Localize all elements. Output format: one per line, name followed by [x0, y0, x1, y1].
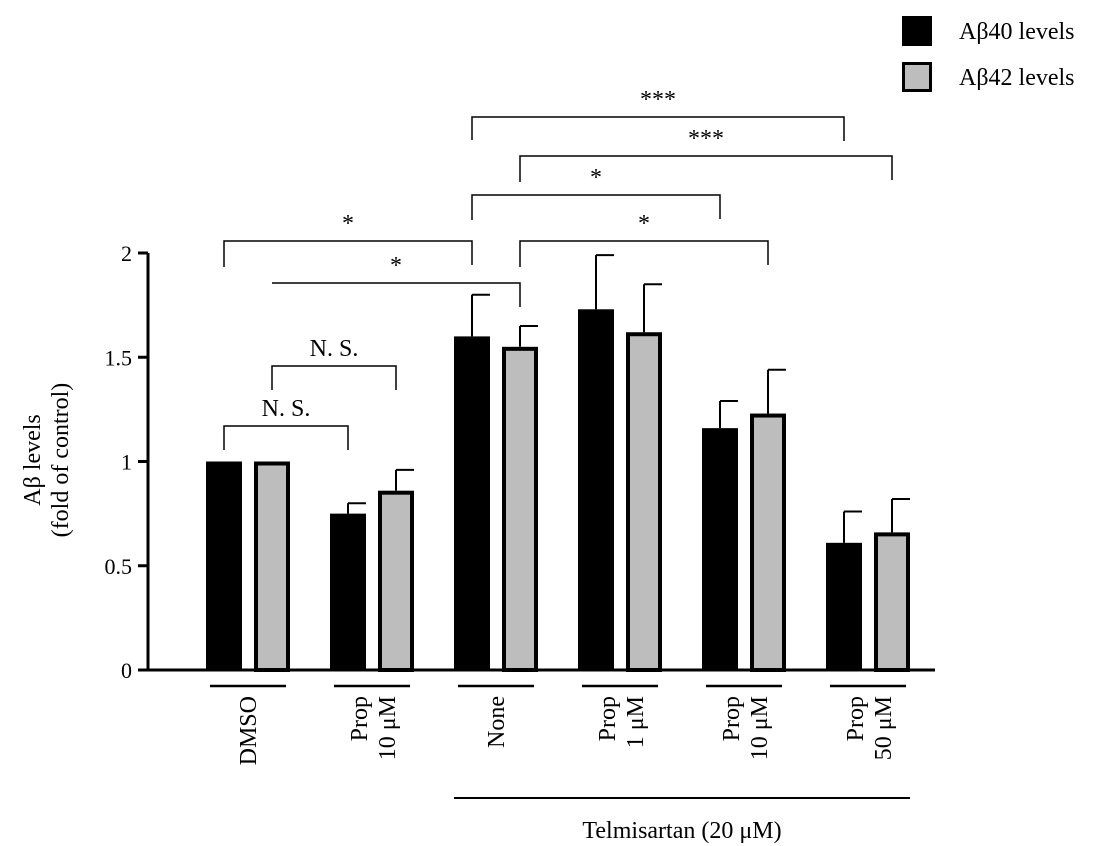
legend-label: Aβ42 levels [959, 65, 1075, 91]
y-axis-title: Aβ levels (fold of control) [20, 383, 74, 538]
category-label: 10 μM [747, 696, 773, 760]
bars [206, 254, 910, 673]
significance-label: * [590, 165, 602, 191]
category-label: Prop [347, 696, 373, 741]
bar-abeta42 [378, 490, 414, 672]
legend: Aβ40 levels Aβ42 levels [902, 16, 1075, 92]
significance-label: *** [640, 87, 676, 113]
y-axis: 0 0.5 1 1.5 2 [105, 241, 150, 683]
category-labels: DMSO Prop 10 μM None Prop 1 μM Prop 10 μM Prop 50… [210, 684, 906, 765]
significance-bracket [519, 155, 893, 182]
legend-swatch [902, 16, 932, 46]
group-label: Telmisartan (20 μM) [582, 818, 781, 844]
category-label: DMSO [236, 696, 262, 765]
telmisartan-group: Telmisartan (20 μM) [454, 797, 910, 844]
bar-abeta42 [254, 461, 290, 672]
bar-abeta40 [578, 309, 614, 670]
significance-bracket [223, 240, 473, 267]
significance-label: N. S. [262, 396, 311, 422]
bar-abeta40 [330, 513, 366, 670]
significance-label: * [638, 211, 650, 237]
significance-bracket [223, 425, 349, 450]
y-tick-label: 1.5 [105, 345, 133, 370]
significance-bracket [271, 365, 397, 390]
category-label: 10 μM [375, 696, 401, 760]
y-axis-title-line: Aβ levels [20, 414, 46, 506]
bar-abeta40 [702, 428, 738, 670]
significance-bracket [519, 240, 769, 267]
category-label: 50 μM [871, 696, 897, 760]
significance-bracket [272, 282, 521, 307]
category-label: Prop [595, 696, 621, 741]
bar-abeta42 [502, 346, 538, 672]
significance-bracket [471, 194, 721, 220]
category-label: 1 μM [623, 696, 649, 748]
y-tick-label: 1 [121, 450, 132, 475]
bar-abeta42 [874, 532, 910, 673]
significance-bracket [471, 116, 845, 141]
y-tick-label: 0 [121, 658, 132, 683]
category-label: Prop [719, 696, 745, 741]
bar-abeta40 [454, 336, 490, 670]
bar-abeta42 [750, 413, 786, 673]
bar-abeta40 [826, 542, 862, 670]
significance-label: N. S. [310, 336, 359, 362]
significance-brackets: N. S.N. S.********** [223, 87, 893, 450]
significance-label: * [390, 253, 402, 279]
bar-abeta40 [206, 461, 242, 670]
significance-label: * [342, 211, 354, 237]
y-tick-label: 0.5 [105, 554, 133, 579]
bar-abeta42 [626, 332, 662, 672]
category-label: Prop [843, 696, 869, 741]
y-axis-title-line: (fold of control) [48, 383, 74, 538]
category-label: None [484, 696, 510, 748]
legend-label: Aβ40 levels [959, 19, 1075, 45]
y-tick-label: 2 [121, 241, 132, 266]
legend-swatch [902, 62, 932, 92]
significance-label: *** [688, 126, 724, 152]
